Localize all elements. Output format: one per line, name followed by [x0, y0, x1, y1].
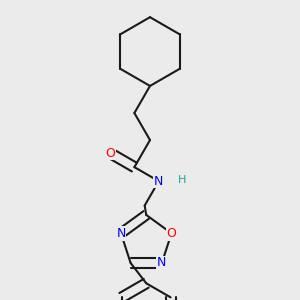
Text: N: N	[154, 175, 164, 188]
Text: O: O	[167, 227, 176, 240]
Text: N: N	[116, 227, 126, 240]
Text: N: N	[157, 256, 167, 269]
Text: O: O	[105, 147, 115, 160]
Text: H: H	[178, 175, 186, 184]
